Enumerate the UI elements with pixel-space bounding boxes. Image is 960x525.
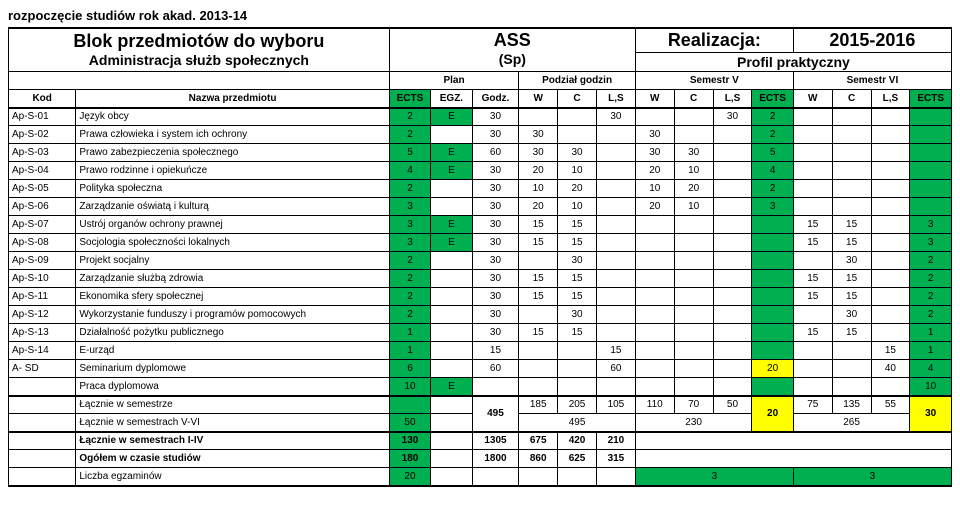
realizacja-label: Realizacja: bbox=[635, 28, 793, 53]
realizacja-value: 2015-2016 bbox=[793, 28, 951, 53]
page-title: rozpoczęcie studiów rok akad. 2013-14 bbox=[8, 8, 952, 23]
hdr-podzial: Podział godzin bbox=[519, 72, 636, 90]
table-row: Praca dyplomowa10E10 bbox=[9, 378, 952, 396]
hdr-kod: Kod bbox=[9, 90, 76, 108]
curriculum-table: Blok przedmiotów do wyboru Administracja… bbox=[8, 27, 952, 487]
sum-exams-label: Liczba egzaminów bbox=[76, 468, 389, 486]
sum-sem56-label: Łącznie w semestrach V-VI bbox=[76, 414, 389, 432]
table-row: Ap-S-02Prawa człowieka i system ich ochr… bbox=[9, 126, 952, 144]
table-row: Ap-S-13Działalność pożytku publicznego13… bbox=[9, 324, 952, 342]
sum-14-label: Łącznie w semestrach I-IV bbox=[76, 432, 389, 450]
hdr-godz: Godz. bbox=[472, 90, 519, 108]
table-row: Ap-S-06Zarządzanie oświatą i kulturą3302… bbox=[9, 198, 952, 216]
hdr-sem5: Semestr V bbox=[635, 72, 793, 90]
table-row: Ap-S-04Prawo rodzinne i opiekuńcze4E3020… bbox=[9, 162, 952, 180]
profil: Profil praktyczny bbox=[635, 53, 951, 72]
table-row: Ap-S-03Prawo zabezpieczenia społecznego5… bbox=[9, 144, 952, 162]
block-subtitle: Administracja służb społecznych bbox=[15, 52, 383, 68]
godz-495: 495 bbox=[472, 396, 519, 432]
hdr-nazwa: Nazwa przedmiotu bbox=[76, 90, 389, 108]
table-row: Ap-S-08Socjologia społeczności lokalnych… bbox=[9, 234, 952, 252]
code: ASS bbox=[393, 30, 632, 51]
yellow-20: 20 bbox=[752, 396, 793, 432]
table-row: Ap-S-10Zarządzanie służbą zdrowia2301515… bbox=[9, 270, 952, 288]
sum-total-label: Ogółem w czasie studiów bbox=[76, 450, 389, 468]
yellow-30: 30 bbox=[910, 396, 952, 432]
table-row: Ap-S-05Polityka społeczna230102010202 bbox=[9, 180, 952, 198]
sum-sem-label: Łącznie w semestrze bbox=[76, 396, 389, 414]
table-row: Ap-S-09Projekt socjalny23030302 bbox=[9, 252, 952, 270]
hdr-plan: Plan bbox=[389, 72, 519, 90]
hdr-ects: ECTS bbox=[389, 90, 430, 108]
table-row: A- SDSeminarium dyplomowe6606020404 bbox=[9, 360, 952, 378]
hdr-egz: EGZ. bbox=[431, 90, 472, 108]
hdr-sem6: Semestr VI bbox=[793, 72, 951, 90]
table-row: Ap-S-01Język obcy2E3030302 bbox=[9, 108, 952, 126]
table-row: Ap-S-12Wykorzystanie funduszy i programó… bbox=[9, 306, 952, 324]
table-row: Ap-S-07Ustrój organów ochrony prawnej3E3… bbox=[9, 216, 952, 234]
table-row: Ap-S-14E-urząd11515151 bbox=[9, 342, 952, 360]
block-title: Blok przedmiotów do wyboru bbox=[15, 31, 383, 52]
table-row: Ap-S-11Ekonomika sfery społecznej2301515… bbox=[9, 288, 952, 306]
code-sub: (Sp) bbox=[393, 51, 632, 67]
